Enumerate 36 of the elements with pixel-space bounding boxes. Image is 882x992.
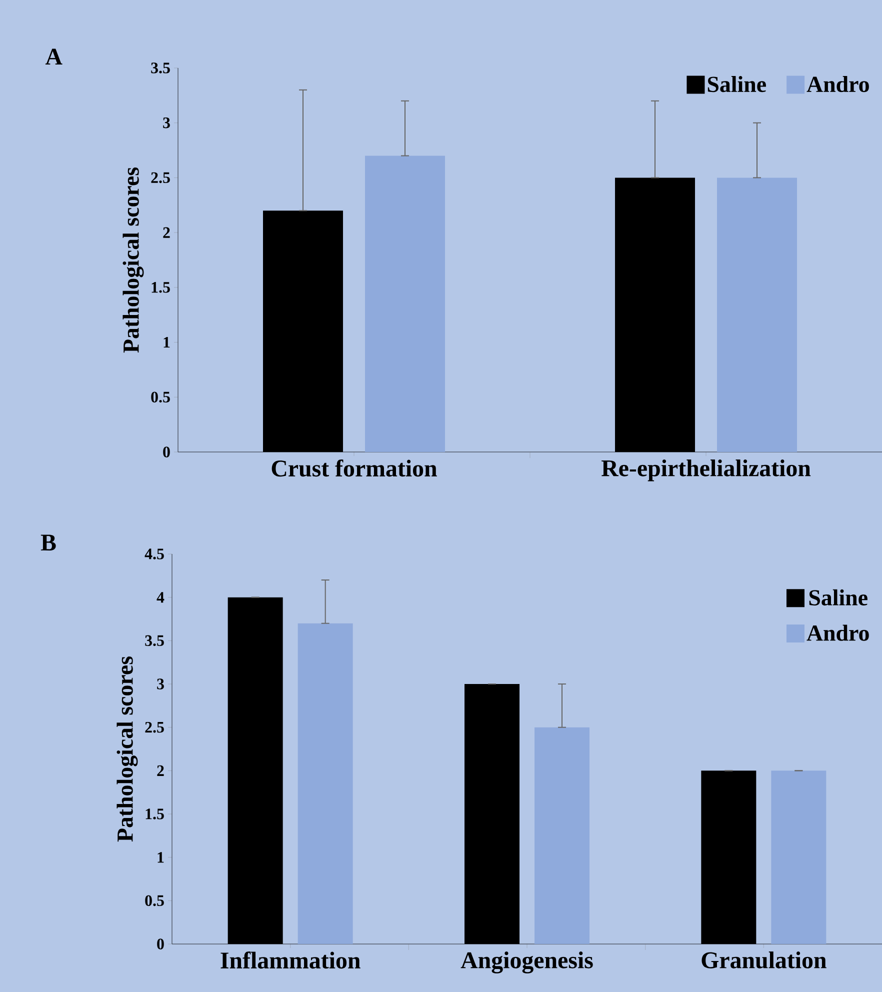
x-tick-label: Crust formation bbox=[272, 460, 437, 477]
y-tick-label: 0.5 bbox=[145, 895, 164, 906]
x-tick-label: Granulation bbox=[702, 952, 826, 968]
y-tick-label: 2.5 bbox=[145, 722, 164, 733]
bar bbox=[771, 770, 826, 944]
x-tick-label: Re-epirthelialization bbox=[601, 460, 811, 482]
y-tick-label: 1 bbox=[164, 337, 170, 348]
bar bbox=[717, 178, 798, 452]
y-tick-label: 2.5 bbox=[151, 172, 170, 184]
x-tick-label: Angiogenesis bbox=[460, 952, 593, 974]
y-tick-label: 1.5 bbox=[152, 282, 170, 293]
y-tick-label: 4.5 bbox=[144, 548, 164, 560]
y-tick-label: 3 bbox=[157, 678, 164, 690]
y-tick-label: 1 bbox=[158, 852, 164, 863]
y-tick-label: 3.5 bbox=[151, 62, 170, 74]
y-tick-label: 2 bbox=[157, 765, 164, 776]
y-axis-title: Pathological scores bbox=[116, 656, 138, 842]
y-tick-label: 3.5 bbox=[145, 635, 164, 646]
y-tick-label: 0 bbox=[157, 938, 164, 950]
legend-label: Saline bbox=[809, 589, 868, 606]
y-tick-label: 0 bbox=[163, 446, 170, 458]
legend-label: Andro bbox=[806, 76, 869, 92]
y-tick-label: 0.5 bbox=[151, 392, 170, 403]
bar bbox=[534, 727, 590, 944]
y-axis-title: Pathological scores bbox=[122, 168, 144, 353]
x-tick-label: Inflammation bbox=[220, 952, 360, 969]
legend-label: Saline bbox=[708, 76, 766, 92]
bar bbox=[298, 623, 353, 944]
chart-title: A bbox=[45, 48, 62, 64]
legend-label: Andro bbox=[806, 624, 869, 641]
y-tick-label: 2 bbox=[163, 227, 170, 238]
chart-title: B bbox=[40, 534, 56, 550]
y-tick-label: 3 bbox=[163, 118, 170, 128]
bar bbox=[365, 156, 446, 452]
y-tick-label: 4 bbox=[156, 592, 164, 603]
y-tick-label: 1.5 bbox=[146, 808, 164, 820]
